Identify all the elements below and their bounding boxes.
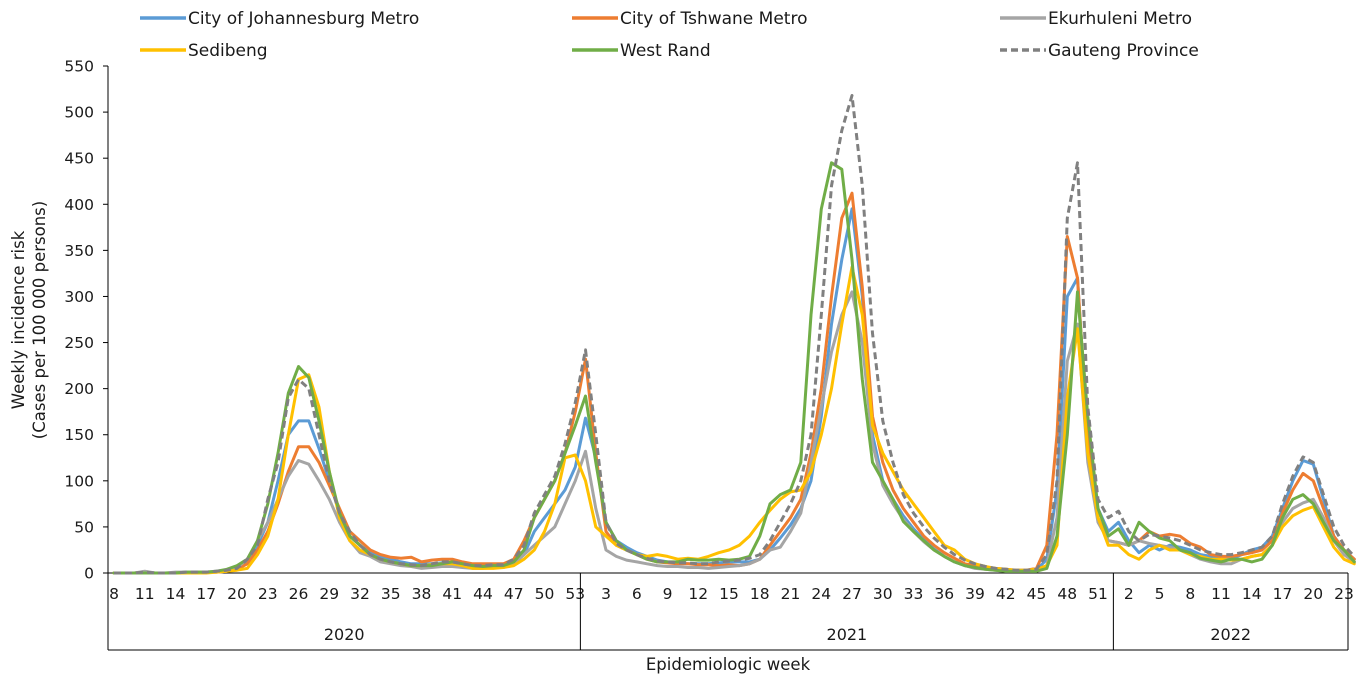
x-tick-label: 51	[1088, 585, 1108, 603]
x-tick-label: 8	[1185, 585, 1195, 603]
legend-label: Gauteng Province	[1048, 41, 1199, 61]
x-tick-label: 18	[750, 585, 770, 603]
year-label: 2021	[827, 625, 868, 644]
x-tick-label: 6	[632, 585, 642, 603]
series-line-city-of-tshwane-metro	[112, 191, 1356, 575]
x-tick-label: 17	[1273, 585, 1293, 603]
y-tick-label: 0	[84, 565, 94, 583]
x-tick-label: 17	[196, 585, 216, 603]
x-tick-label: 21	[781, 585, 801, 603]
x-tick-label: 15	[719, 585, 739, 603]
x-tick-label: 12	[688, 585, 708, 603]
x-tick-label: 38	[412, 585, 432, 603]
y-tick-label: 350	[64, 242, 94, 260]
y-tick-label: 150	[64, 426, 94, 444]
x-tick-label: 33	[904, 585, 924, 603]
y-tick-label: 300	[64, 288, 94, 306]
y-tick-label: 250	[64, 334, 94, 352]
x-tick-label: 9	[663, 585, 673, 603]
y-tick-label: 450	[64, 150, 94, 168]
y-tick-label: 500	[64, 104, 94, 122]
x-tick-label: 32	[350, 585, 370, 603]
x-tick-label: 8	[109, 585, 119, 603]
y-tick-label: 50	[74, 518, 94, 536]
x-tick-label: 50	[535, 585, 555, 603]
x-tick-label: 39	[965, 585, 985, 603]
x-tick-label: 5	[1155, 585, 1165, 603]
legend-item: West Rand	[572, 41, 711, 61]
series-line-sedibeng	[112, 265, 1356, 575]
y-tick-label: 550	[64, 58, 94, 76]
y-axis-title: Weekly incidence risk (Cases per 100 000…	[9, 201, 49, 439]
x-tick-label: 23	[258, 585, 278, 603]
series-line-ekurhuleni-metro	[112, 290, 1356, 575]
x-tick-label: 24	[811, 585, 831, 603]
y-axis: 0 50 100 150 200 250 300 350 400 450 500 550	[64, 58, 109, 583]
legend-label: West Rand	[620, 41, 711, 61]
x-tick-label: 11	[1211, 585, 1231, 603]
x-tick-label: 27	[842, 585, 862, 603]
x-tick-label: 23	[1334, 585, 1354, 603]
legend-label: Ekurhuleni Metro	[1048, 9, 1192, 29]
x-tick-label: 44	[473, 585, 493, 603]
series-line-city-of-johannesburg-metro	[112, 207, 1356, 575]
x-tick-label: 41	[442, 585, 462, 603]
x-axis-title: Epidemiologic week	[646, 655, 811, 674]
x-tick-label: 29	[319, 585, 339, 603]
legend-item: City of Johannesburg Metro	[140, 9, 419, 29]
x-tick-label: 36	[934, 585, 954, 603]
legend-item: Ekurhuleni Metro	[1000, 9, 1192, 29]
x-tick-label: 2	[1124, 585, 1134, 603]
legend-label: City of Johannesburg Metro	[188, 9, 419, 29]
x-tick-label: 14	[166, 585, 186, 603]
x-tick-label: 35	[381, 585, 401, 603]
x-tick-label: 53	[565, 585, 585, 603]
legend-item: Sedibeng	[140, 41, 268, 61]
plot-lines	[112, 94, 1356, 575]
x-tick-label: 42	[996, 585, 1016, 603]
legend: City of Johannesburg Metro City of Tshwan…	[140, 9, 1199, 61]
legend-label: Sedibeng	[188, 41, 268, 61]
series-line-gauteng-province	[114, 94, 1356, 575]
year-label: 2022	[1210, 625, 1251, 644]
legend-item: City of Tshwane Metro	[572, 9, 807, 29]
x-axis: 8 11 14 17 20 23 26 29 32 35 38 41 44 47 50 53 3 6 9 12 15 18…	[107, 572, 1354, 651]
x-tick-label: 20	[1303, 585, 1323, 603]
year-label: 2020	[324, 625, 365, 644]
x-tick-label: 30	[873, 585, 893, 603]
x-tick-label: 26	[289, 585, 309, 603]
x-tick-label: 14	[1242, 585, 1262, 603]
y-tick-label: 200	[64, 380, 94, 398]
y-tick-label: 400	[64, 196, 94, 214]
y-axis-title-line1: Weekly incidence risk	[9, 230, 28, 409]
legend-label: City of Tshwane Metro	[620, 9, 807, 29]
x-tick-label: 48	[1057, 585, 1077, 603]
y-tick-label: 100	[64, 472, 94, 490]
y-axis-title-line2: (Cases per 100 000 persons)	[30, 201, 49, 439]
x-tick-label: 20	[227, 585, 247, 603]
legend-item: Gauteng Province	[1000, 41, 1199, 61]
x-tick-label: 11	[135, 585, 155, 603]
x-tick-label: 47	[504, 585, 524, 603]
x-tick-label: 45	[1027, 585, 1047, 603]
series-line-west-rand	[112, 161, 1356, 575]
x-tick-label: 3	[601, 585, 611, 603]
